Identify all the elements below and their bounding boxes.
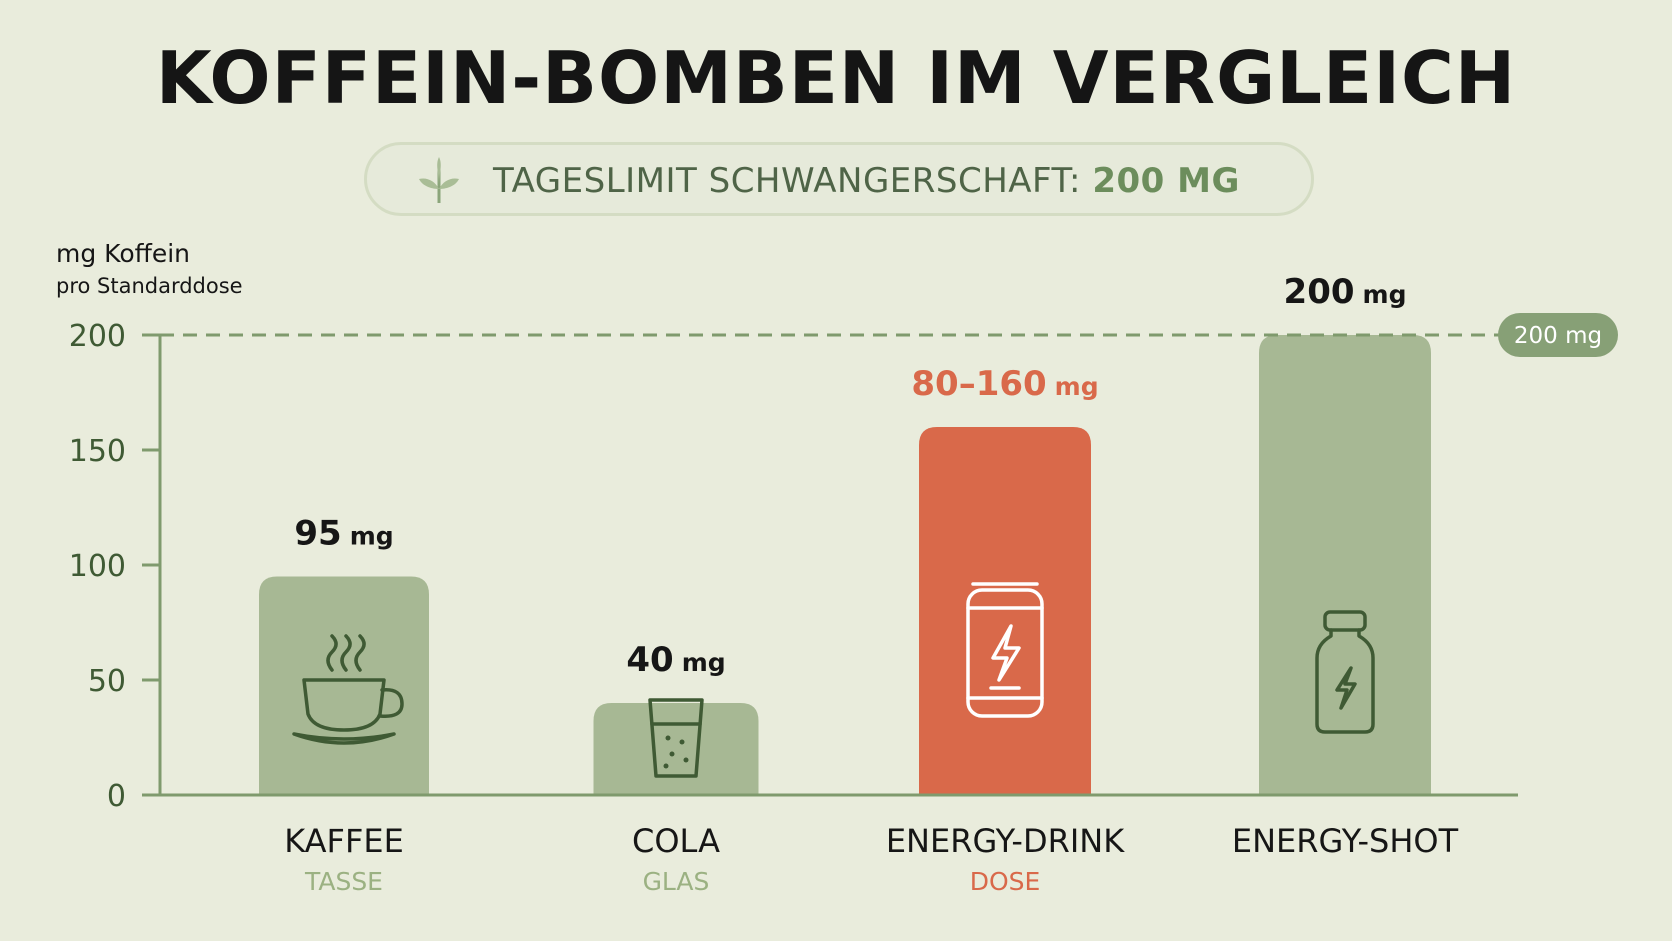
y-tick-label: 50	[88, 664, 126, 699]
value-label: 95 mg	[294, 514, 393, 554]
category-label: KAFFEE	[284, 822, 404, 860]
limit-reference-badge	[1498, 313, 1618, 357]
category-sublabel: GLAS	[643, 867, 710, 896]
y-axis-sublabel: pro Standarddose	[56, 274, 243, 298]
category-label: ENERGY-DRINK	[886, 822, 1125, 860]
bar-kaffee	[259, 576, 429, 795]
leaf-icon	[415, 155, 463, 211]
category-label: COLA	[632, 822, 720, 860]
bar-energy-shot	[1259, 335, 1431, 795]
cola-glass-icon	[648, 698, 704, 778]
shot-bottle-icon	[1315, 610, 1375, 734]
limit-reference-label: 200 mg	[1514, 323, 1602, 349]
coffee-cup-icon	[292, 634, 404, 745]
y-tick-label: 150	[69, 434, 126, 469]
bar-energy-drink	[919, 427, 1091, 795]
daily-limit-value: 200 MG	[1092, 161, 1240, 201]
value-label: 40 mg	[626, 640, 725, 680]
category-label: ENERGY-SHOT	[1232, 822, 1459, 860]
category-sublabel: TASSE	[304, 867, 383, 896]
chart-title: KOFFEIN-BOMBEN IM VERGLEICH	[155, 36, 1517, 120]
value-label: 200 mg	[1284, 272, 1407, 312]
daily-limit-badge: TAGESLIMIT SCHWANGERSCHAFT: 200 MG	[364, 142, 1314, 216]
energy-can-icon	[966, 582, 1044, 718]
daily-limit-label: TAGESLIMIT SCHWANGERSCHAFT:	[493, 161, 1081, 201]
y-tick-label: 200	[69, 319, 126, 354]
y-tick-label: 100	[69, 549, 126, 584]
bar-cola	[593, 703, 759, 795]
y-axis-label: mg Koffein	[56, 239, 190, 268]
value-label: 80–160 mg	[911, 364, 1098, 404]
category-sublabel: DOSE	[970, 867, 1041, 896]
y-tick-label: 0	[107, 779, 126, 814]
